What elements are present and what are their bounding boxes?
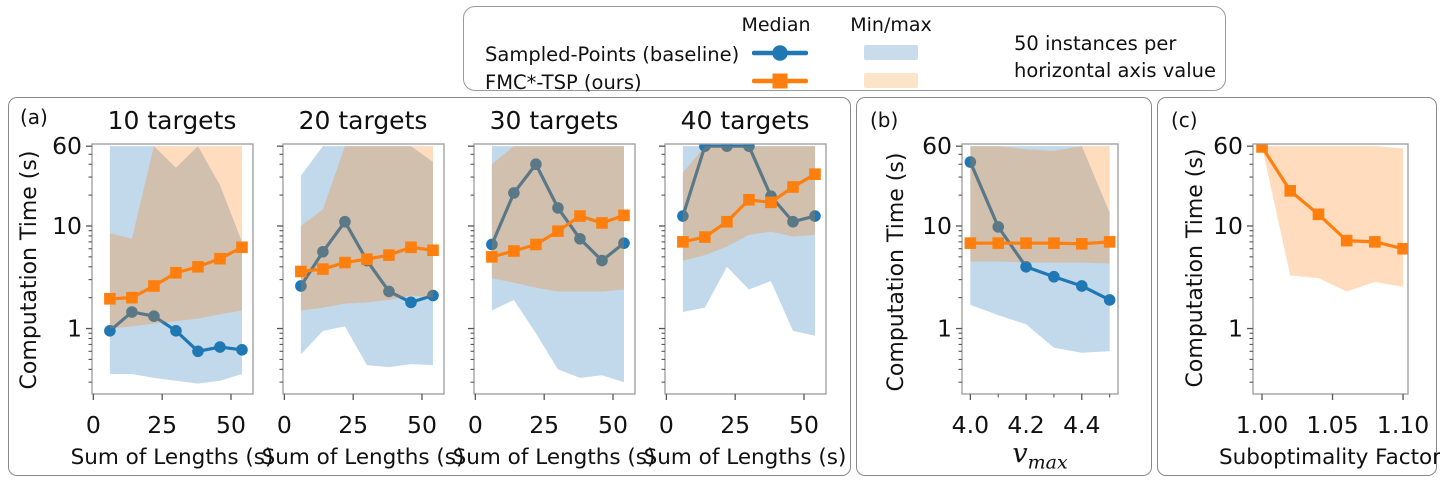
legend-label-fmc: FMC*-TSP (ours) <box>485 71 642 94</box>
xlabel-sum-of-lengths-1: Sum of Lengths (s) <box>70 445 274 470</box>
legend: Median Min/max Sampled-Points (baseline)… <box>463 6 1226 94</box>
subplot-title-40-targets: 40 targets <box>680 106 810 135</box>
legend-note-line1: 50 instances per <box>1014 32 1177 55</box>
xlabel-sum-of-lengths-3: Sum of Lengths (s) <box>452 445 656 470</box>
xlabel-sum-of-lengths-4: Sum of Lengths (s) <box>643 445 847 470</box>
xlabel-vmax: vmax <box>965 438 1115 473</box>
panel-a-box <box>8 97 851 476</box>
panel-a-letter: (a) <box>20 105 48 129</box>
legend-note: 50 instances per horizontal axis value <box>1014 30 1216 84</box>
legend-minmax-patch-baseline <box>864 45 918 60</box>
xlabel-sum-of-lengths-2: Sum of Lengths (s) <box>261 445 465 470</box>
legend-median-symbol-baseline <box>752 45 808 61</box>
subplot-title-10-targets: 10 targets <box>107 106 237 135</box>
subplot-title-20-targets: 20 targets <box>298 106 428 135</box>
vmax-sub: max <box>1027 451 1068 474</box>
panel-b-letter: (b) <box>870 108 899 132</box>
legend-note-line2: horizontal axis value <box>1014 59 1216 82</box>
legend-circle-marker <box>772 45 788 61</box>
subplot-title-30-targets: 30 targets <box>489 106 619 135</box>
legend-square-marker <box>772 73 788 89</box>
vmax-base: v <box>1012 438 1028 469</box>
legend-label-baseline: Sampled-Points (baseline) <box>485 43 740 66</box>
legend-header-median: Median <box>741 14 811 36</box>
legend-header-minmax: Min/max <box>850 14 932 36</box>
legend-median-symbol-fmc <box>752 73 808 89</box>
panel-c-ylabel: Computation Time (s) <box>1183 148 1208 388</box>
legend-minmax-patch-fmc <box>864 73 918 88</box>
xlabel-suboptimality-factor: Suboptimality Factor <box>1219 445 1440 470</box>
panel-c-letter: (c) <box>1171 108 1198 132</box>
panel-a-ylabel: Computation Time (s) <box>17 150 42 390</box>
panel-b-ylabel: Computation Time (s) <box>884 152 909 392</box>
